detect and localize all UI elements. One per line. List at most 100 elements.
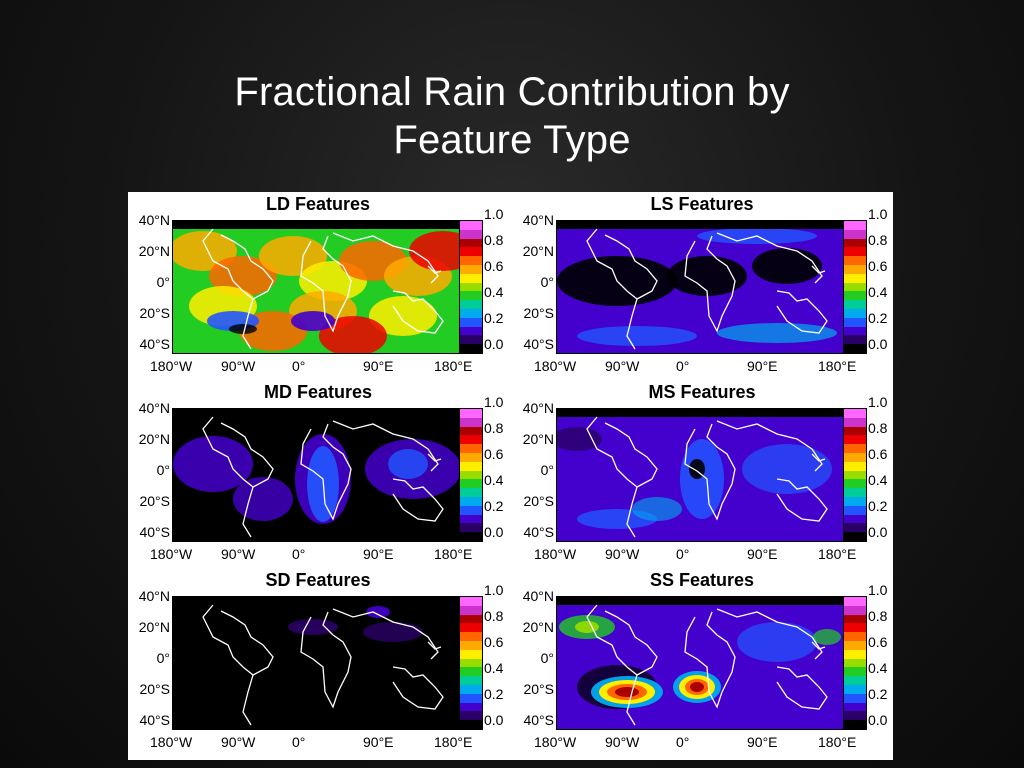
coastlines bbox=[586, 228, 828, 350]
colorbar-step bbox=[460, 247, 482, 257]
colorbar-step bbox=[844, 514, 866, 524]
lat-label: 40°S bbox=[139, 524, 170, 540]
colorbar-tick-label: 1.0 bbox=[868, 582, 888, 598]
colorbar-step bbox=[844, 417, 866, 427]
colorbar-tick-label: 0.2 bbox=[868, 686, 888, 702]
colorbar-step bbox=[460, 256, 482, 265]
colorbar-step bbox=[460, 532, 482, 541]
colorbar-step bbox=[844, 452, 866, 462]
rain-fraction-map bbox=[556, 596, 844, 730]
colorbar-step bbox=[844, 344, 866, 353]
colorbar-tick-label: 0.2 bbox=[868, 310, 888, 326]
colorbar-tick-label: 0.2 bbox=[484, 686, 504, 702]
map-field bbox=[173, 597, 459, 729]
lat-label: 40°N bbox=[138, 400, 170, 416]
lon-label: 180°W bbox=[150, 546, 193, 562]
map-field bbox=[173, 221, 459, 353]
lon-label: 90°W bbox=[221, 546, 256, 562]
lat-label: 0° bbox=[156, 462, 170, 478]
colorbar-step bbox=[844, 335, 866, 345]
coastlines bbox=[202, 228, 444, 350]
colorbar-step bbox=[460, 461, 482, 471]
colorbar-tick-label: 0.6 bbox=[484, 258, 504, 274]
colorbar-step bbox=[460, 409, 482, 418]
colorbar-step bbox=[844, 488, 866, 497]
colorbar-step bbox=[844, 426, 866, 436]
colorbar bbox=[459, 596, 483, 730]
panel-title: SS Features bbox=[649, 570, 755, 590]
coastlines bbox=[586, 416, 828, 538]
lon-label: 0° bbox=[292, 546, 306, 562]
colorbar-step bbox=[844, 496, 866, 506]
colorbar-tick-label: 0.2 bbox=[484, 498, 504, 514]
colorbar-step bbox=[844, 479, 866, 489]
panel-ms: MS Features 40°N 20°N 0° 20°S 40°S 180°W 90°W 0°… bbox=[512, 380, 892, 568]
colorbar-step bbox=[844, 409, 866, 418]
lon-label: 90°E bbox=[747, 546, 778, 562]
panel-md: MD Features 40°N 20°N 0° 20°S 40°S 180°W 90°W 0°… bbox=[128, 380, 508, 568]
lat-label: 40°S bbox=[523, 524, 554, 540]
colorbar-step bbox=[844, 720, 866, 729]
colorbar-step bbox=[844, 702, 866, 712]
colorbar-step bbox=[844, 470, 866, 480]
colorbar-tick-label: 1.0 bbox=[484, 394, 504, 410]
lon-label: 90°E bbox=[363, 546, 394, 562]
rain-fraction-map bbox=[172, 220, 460, 354]
lat-label: 20°S bbox=[523, 493, 554, 509]
lat-label: 20°S bbox=[139, 305, 170, 321]
colorbar-step bbox=[844, 256, 866, 265]
colorbar-tick-label: 0.8 bbox=[484, 232, 504, 248]
lon-label: 90°W bbox=[221, 358, 256, 374]
lon-label: 90°E bbox=[363, 358, 394, 374]
colorbar-step bbox=[460, 523, 482, 533]
lat-label: 20°N bbox=[138, 619, 170, 635]
lon-label: 90°W bbox=[605, 734, 640, 750]
colorbar-step bbox=[460, 344, 482, 353]
colorbar-step bbox=[460, 676, 482, 685]
colorbar-step bbox=[460, 649, 482, 659]
colorbar bbox=[843, 596, 867, 730]
colorbar-tick-label: 0.8 bbox=[868, 420, 888, 436]
lon-label: 90°E bbox=[363, 734, 394, 750]
map-field bbox=[173, 409, 459, 541]
colorbar-step bbox=[844, 435, 866, 445]
colorbar-step bbox=[460, 488, 482, 497]
colorbar-step bbox=[844, 444, 866, 453]
colorbar-tick-label: 1.0 bbox=[868, 394, 888, 410]
colorbar bbox=[843, 220, 867, 354]
colorbar-tick-label: 0.8 bbox=[868, 232, 888, 248]
colorbar-step bbox=[460, 470, 482, 480]
figure-sheet: LD Features 40°N 20°N 0° 20°S 40°S 180°W 90°W 0°… bbox=[128, 192, 893, 760]
colorbar-step bbox=[460, 702, 482, 712]
lon-label: 180°W bbox=[534, 734, 577, 750]
colorbar-step bbox=[844, 291, 866, 301]
colorbar-step bbox=[460, 632, 482, 641]
colorbar-step bbox=[844, 605, 866, 615]
colorbar-tick-label: 0.8 bbox=[484, 608, 504, 624]
colorbar-step bbox=[460, 640, 482, 650]
lon-label: 90°W bbox=[605, 546, 640, 562]
colorbar-step bbox=[844, 640, 866, 650]
lon-label: 0° bbox=[676, 734, 690, 750]
colorbar-tick-label: 0.4 bbox=[484, 660, 504, 676]
coastlines bbox=[202, 416, 444, 538]
panel-title: LD Features bbox=[265, 194, 371, 214]
lat-label: 0° bbox=[540, 462, 554, 478]
lat-label: 20°N bbox=[522, 619, 554, 635]
colorbar-step bbox=[460, 684, 482, 694]
colorbar-step bbox=[460, 282, 482, 292]
lon-label: 90°E bbox=[747, 358, 778, 374]
colorbar-step bbox=[844, 229, 866, 239]
colorbar-step bbox=[460, 417, 482, 427]
lon-label: 180°W bbox=[534, 358, 577, 374]
rain-fraction-map bbox=[172, 596, 460, 730]
colorbar-step bbox=[460, 291, 482, 301]
colorbar-step bbox=[460, 597, 482, 606]
colorbar-step bbox=[460, 300, 482, 309]
colorbar-step bbox=[460, 326, 482, 336]
colorbar-tick-label: 0.6 bbox=[484, 446, 504, 462]
colorbar-step bbox=[460, 444, 482, 453]
colorbar-tick-label: 0.4 bbox=[868, 660, 888, 676]
colorbar-step bbox=[460, 505, 482, 515]
coastlines bbox=[586, 604, 828, 726]
